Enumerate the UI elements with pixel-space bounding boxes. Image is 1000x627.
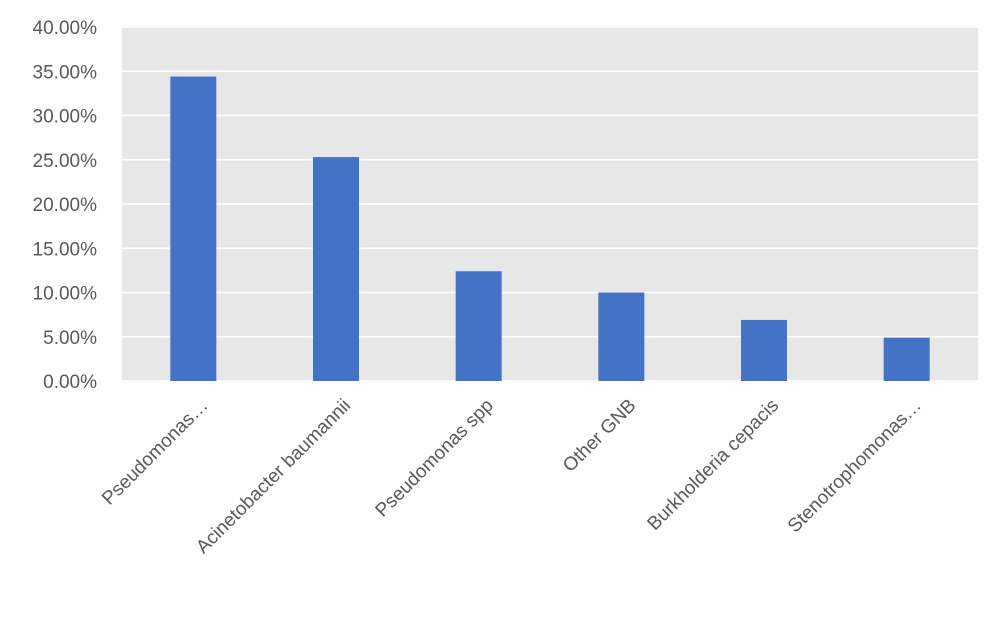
y-tick-label: 20.00%	[33, 195, 98, 216]
x-tick-label: Pseudomonas…	[98, 395, 212, 509]
bar	[455, 271, 502, 381]
bar	[170, 76, 217, 381]
bar	[741, 319, 787, 381]
y-tick-label: 40.00%	[33, 18, 98, 39]
y-tick-label: 35.00%	[33, 62, 98, 83]
y-tick-label: 0.00%	[43, 372, 97, 393]
x-tick-label: Other GNB	[559, 395, 640, 476]
x-tick-label: Burkholderia cepacis	[644, 395, 784, 535]
x-tick-label: Stenotrophomonas…	[784, 395, 926, 537]
x-tick-label: Pseudomonas spp	[372, 395, 498, 521]
bar	[883, 337, 930, 381]
x-tick-label: Acinetobacter baumannii	[192, 395, 355, 558]
y-tick-label: 15.00%	[33, 239, 98, 260]
y-tick-label: 10.00%	[33, 284, 98, 305]
bars	[170, 76, 930, 381]
y-tick-label: 25.00%	[33, 151, 98, 172]
x-axis-tick-labels: Pseudomonas…Acinetobacter baumannii Pseud…	[98, 395, 926, 558]
bar	[313, 157, 359, 381]
y-axis-tick-labels: 0.00% 5.00% 10.00% 15.00% 20.00% 25.00% 30.00%…	[33, 18, 98, 393]
y-tick-label: 30.00%	[33, 107, 98, 128]
y-tick-label: 5.00%	[43, 328, 97, 349]
gridlines	[122, 26, 978, 382]
bar	[598, 292, 645, 381]
